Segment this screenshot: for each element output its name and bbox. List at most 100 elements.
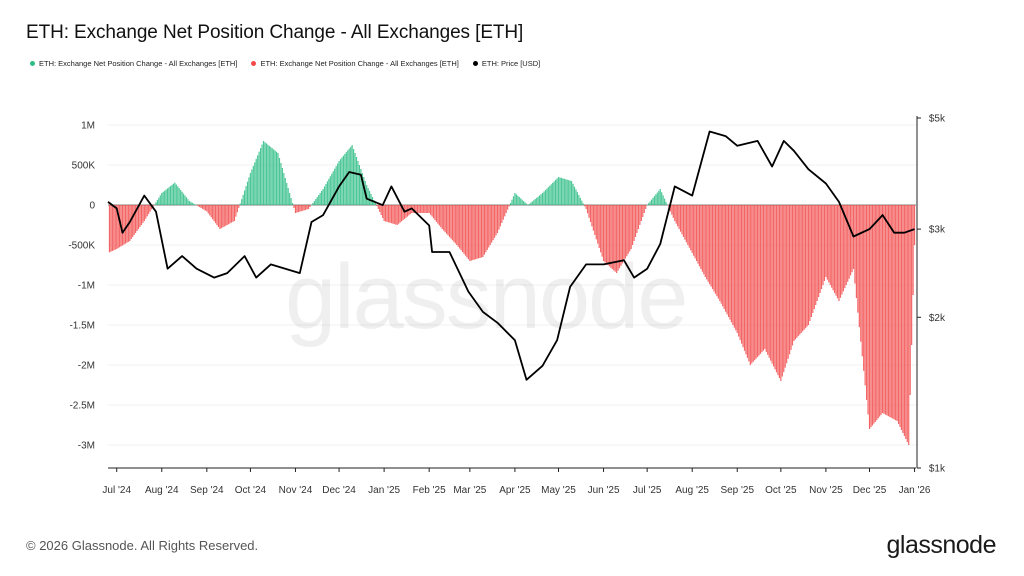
bar-positive: [248, 177, 250, 205]
bar-positive: [374, 203, 376, 205]
bar-negative: [469, 205, 471, 261]
bar-negative: [685, 205, 687, 243]
bar-positive: [520, 198, 522, 205]
bar-negative: [684, 205, 686, 240]
bar-negative: [464, 205, 467, 256]
bar-negative: [611, 205, 613, 269]
legend-item-net-positive[interactable]: ETH: Exchange Net Position Change - All …: [30, 59, 237, 68]
bar-negative: [460, 205, 462, 251]
bar-negative: [461, 205, 464, 253]
bar-positive: [358, 165, 361, 205]
bar-positive: [521, 199, 523, 205]
legend-item-price[interactable]: ETH: Price [USD]: [472, 59, 541, 68]
bar-negative: [198, 205, 201, 208]
bar-negative: [835, 205, 837, 296]
bar-negative: [788, 205, 791, 355]
bar-positive: [325, 183, 327, 205]
bar-positive: [347, 150, 349, 205]
bar-negative: [743, 205, 746, 351]
bar-negative: [483, 205, 485, 255]
bar-positive: [187, 199, 189, 205]
bar-positive: [168, 187, 170, 205]
bar-positive: [284, 178, 286, 205]
bar-positive: [563, 178, 565, 205]
bar-positive: [335, 166, 337, 205]
bar-negative: [752, 205, 754, 362]
bar-positive: [278, 158, 281, 205]
bar-negative: [701, 205, 703, 272]
bar-negative: [427, 205, 429, 213]
bar-negative: [807, 205, 810, 325]
bar-positive: [258, 151, 260, 205]
bar-negative: [508, 205, 510, 207]
bar-negative: [204, 205, 206, 211]
bar-negative: [618, 205, 621, 269]
bar-negative: [294, 205, 297, 213]
bar-positive: [158, 197, 160, 205]
bar-negative: [759, 205, 762, 354]
bar-negative: [729, 205, 731, 320]
bar-negative: [913, 205, 916, 245]
bar-negative: [232, 205, 234, 222]
bar-negative: [148, 205, 150, 214]
bar-negative: [209, 205, 211, 216]
y-axis-right: $5k $3k $2k $1k: [916, 114, 946, 475]
bar-negative: [110, 205, 112, 252]
bar-negative: [123, 205, 125, 245]
bar-negative: [121, 205, 124, 246]
bar-positive: [360, 169, 362, 205]
bar-negative: [446, 205, 448, 234]
bar-negative: [784, 205, 786, 368]
bar-negative: [598, 205, 600, 248]
bar-positive: [249, 173, 252, 205]
bar-negative: [722, 205, 724, 307]
bar-negative: [871, 205, 874, 426]
bar-negative: [113, 205, 115, 251]
legend-item-net-negative[interactable]: ETH: Exchange Net Position Change - All …: [251, 59, 459, 68]
bar-negative: [399, 205, 401, 223]
bar-negative: [896, 205, 898, 421]
bar-series: [108, 141, 916, 445]
bar-negative: [720, 205, 722, 304]
bar-negative: [592, 205, 594, 231]
bar-positive: [265, 143, 268, 205]
bar-negative: [146, 205, 148, 217]
bar-positive: [575, 189, 577, 205]
bar-negative: [307, 205, 310, 209]
bar-negative: [132, 205, 134, 237]
bar-negative: [826, 205, 828, 280]
bar-negative: [764, 205, 766, 349]
bar-positive: [313, 201, 315, 205]
bar-negative: [626, 205, 628, 257]
bar-negative: [828, 205, 830, 283]
bar-negative: [226, 205, 228, 225]
bar-negative: [675, 205, 677, 224]
bar-positive: [262, 141, 265, 205]
bar-negative: [608, 205, 610, 267]
x-tick-label: Oct '24: [235, 485, 267, 496]
bar-negative: [756, 205, 759, 357]
bar-negative: [441, 205, 443, 229]
bar-negative: [130, 205, 132, 239]
bar-positive: [539, 195, 541, 205]
bar-negative: [428, 205, 430, 213]
bar-positive: [338, 161, 340, 205]
bar-negative: [714, 205, 717, 294]
bar-negative: [642, 205, 644, 217]
glassnode-logo[interactable]: glassnode: [886, 531, 997, 559]
legend-label: ETH: Price [USD]: [481, 59, 541, 68]
x-tick-label: Apr '25: [499, 485, 531, 496]
bar-negative: [624, 205, 626, 259]
bar-negative: [422, 205, 424, 213]
bar-negative: [844, 205, 846, 289]
bar-negative: [777, 205, 779, 376]
bar-negative: [762, 205, 765, 351]
y-tick-label: 1M: [81, 121, 95, 132]
bar-negative: [119, 205, 121, 248]
bar-negative: [586, 205, 589, 214]
bar-positive: [161, 193, 163, 205]
bar-negative: [434, 205, 436, 221]
bar-negative: [732, 205, 734, 325]
bar-negative: [454, 205, 456, 244]
